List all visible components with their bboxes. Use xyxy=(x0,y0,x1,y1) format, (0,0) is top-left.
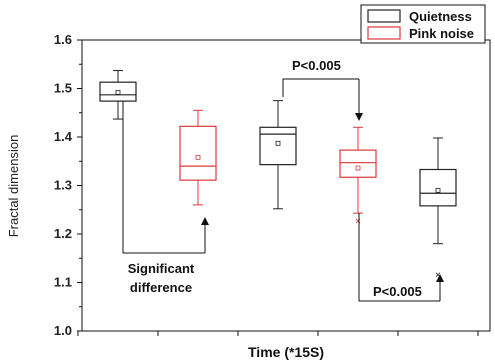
legend-label-quietness: Quietness xyxy=(409,9,472,24)
y-tick-label: 1.1 xyxy=(54,275,72,290)
x-axis xyxy=(77,331,479,336)
box-3 xyxy=(259,100,297,210)
legend-frame xyxy=(360,4,486,44)
legend: Quietness Pink noise xyxy=(360,4,486,44)
significance-bracket-left xyxy=(122,101,205,254)
y-tick-label: 1.5 xyxy=(54,81,72,96)
y-tick-label: 1.3 xyxy=(54,178,72,193)
box-iqr xyxy=(179,125,217,181)
box-iqr xyxy=(259,126,297,166)
y-tick-label: 1.2 xyxy=(54,226,72,241)
mean-marker xyxy=(435,187,441,193)
p-value-bottom: P<0.005 xyxy=(373,284,422,299)
p-bracket-top xyxy=(282,78,359,97)
y-tick-label: 1.6 xyxy=(54,32,72,47)
box-series xyxy=(99,70,457,278)
significant-label: Significant xyxy=(128,261,195,276)
mean-marker xyxy=(195,154,201,160)
y-axis-title: Fractal dimension xyxy=(6,135,21,238)
y-tick-label: 1.4 xyxy=(54,129,73,144)
mean-marker xyxy=(115,89,121,95)
legend-swatch-pink-noise xyxy=(367,26,401,40)
difference-label: difference xyxy=(130,280,192,295)
x-axis-title: Time (*15S) xyxy=(248,344,324,360)
box-5 xyxy=(419,137,457,278)
y-tick-label: 1.0 xyxy=(54,323,72,338)
box-4 xyxy=(339,126,377,224)
p-value-top: P<0.005 xyxy=(292,58,341,73)
mean-marker xyxy=(355,165,361,171)
box-1 xyxy=(99,70,137,120)
annotations: Significant difference P<0.005 P<0.005 xyxy=(122,58,444,302)
legend-swatch-quietness xyxy=(367,9,401,23)
legend-label-pink-noise: Pink noise xyxy=(409,26,474,41)
box-iqr xyxy=(339,149,377,178)
box-iqr xyxy=(419,168,457,207)
p-bracket-bottom xyxy=(358,213,440,302)
mean-marker xyxy=(275,140,281,146)
box-2 xyxy=(179,109,217,206)
y-axis: 1.0 1.1 1.2 1.3 1.4 1.5 1.6 xyxy=(54,32,82,338)
box-iqr xyxy=(99,81,137,102)
